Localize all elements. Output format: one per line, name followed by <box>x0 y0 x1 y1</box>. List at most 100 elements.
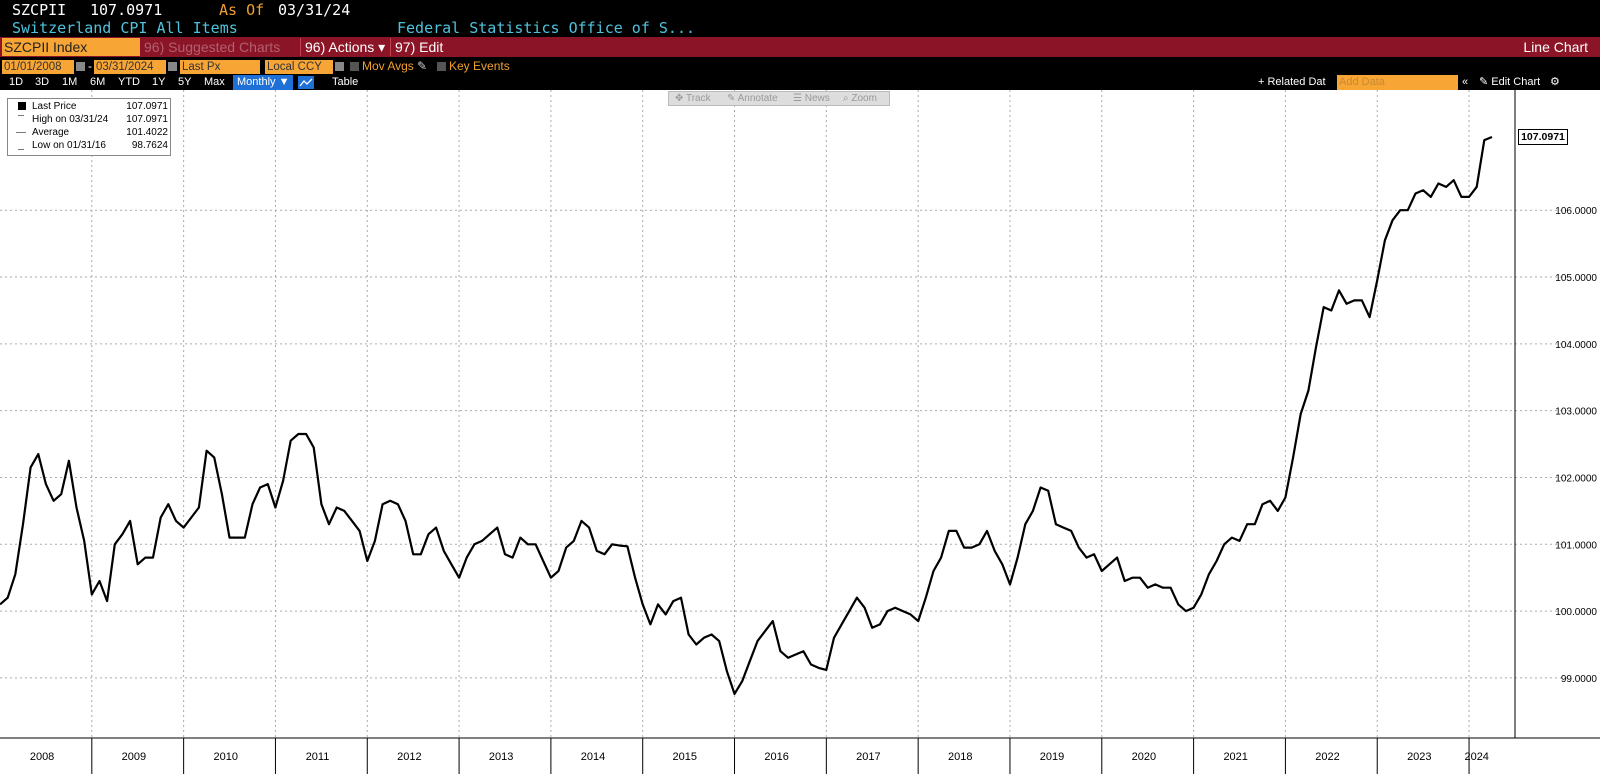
data-source: Federal Statistics Office of S... <box>397 19 696 37</box>
edit-menu[interactable]: 97) Edit ▾ <box>390 38 450 73</box>
chart-legend: Last Price 107.0971 High on 03/31/24 107… <box>7 98 171 156</box>
news-tool[interactable]: ☰ News <box>793 93 830 104</box>
table-button[interactable]: Table <box>332 76 359 88</box>
y-tick-label: 101.0000 <box>1555 540 1597 551</box>
x-tick-label: 2021 <box>1223 751 1247 763</box>
track-label: Track <box>685 93 711 104</box>
index-selector[interactable]: SZCPII Index <box>2 38 140 56</box>
key-events-checkbox[interactable] <box>437 62 446 71</box>
legend-low-label: Low on 01/31/16 <box>32 140 106 151</box>
high-marker-icon <box>18 115 24 124</box>
dropdown-arrow-icon[interactable] <box>335 62 344 71</box>
legend-low[interactable]: Low on 01/31/16 98.7624 <box>8 139 172 152</box>
zoom-label: Zoom <box>851 93 877 104</box>
collapse-icon[interactable]: « <box>1462 76 1469 88</box>
frequency-selector[interactable]: Monthly ▼ <box>233 75 294 90</box>
chart-controls: 01/01/2008 - 03/31/2024 Last Px Local CC… <box>0 58 1600 75</box>
range-button-1m[interactable]: 1M <box>62 76 78 88</box>
suggested-charts-menu[interactable]: 96) Suggested Charts <box>144 39 281 55</box>
range-button-1y[interactable]: 1Y <box>152 76 166 88</box>
range-bar: 1D 3D 1M 6M YTD 1Y 5Y Max Monthly ▼ Tabl… <box>0 75 1600 90</box>
pencil-icon[interactable]: ✎ <box>417 59 428 73</box>
mov-avgs-label[interactable]: Mov Avgs <box>362 59 414 73</box>
edit-chart-label: Edit Chart <box>1491 76 1541 88</box>
gear-icon[interactable]: ⚙ <box>1550 76 1560 88</box>
x-axis: 2008 2009 2010 2011 2012 2013 2014 2015 2016 2017… <box>0 737 1600 774</box>
x-axis-area <box>0 738 1600 774</box>
y-tick-label: 106.0000 <box>1555 206 1597 217</box>
x-tick-label: 2012 <box>397 751 421 763</box>
related-data-button[interactable]: + Related Dat <box>1258 76 1326 88</box>
y-axis-area <box>1568 90 1600 738</box>
legend-high-label: High on 03/31/24 <box>32 114 109 125</box>
range-button-ytd[interactable]: YTD <box>118 76 140 88</box>
annotate-tool[interactable]: ✎ Annotate <box>727 93 778 104</box>
last-price-tag: 107.0971 <box>1518 128 1568 145</box>
legend-average-value: 101.4022 <box>126 127 168 138</box>
end-date-field[interactable]: 03/31/2024 <box>94 60 166 74</box>
currency-selector[interactable]: Local CCY <box>265 60 333 74</box>
as-of-date: 03/31/24 <box>278 1 351 19</box>
field-selector[interactable]: Last Px <box>180 60 260 74</box>
legend-low-value: 98.7624 <box>131 140 168 151</box>
range-button-5y[interactable]: 5Y <box>178 76 192 88</box>
x-tick-label: 2024 <box>1464 751 1488 763</box>
line-chart-icon[interactable] <box>298 76 314 89</box>
line-chart[interactable]: 2008 2009 2010 2011 2012 2013 2014 2015 2016 2017… <box>0 90 1600 774</box>
x-tick-label: 2023 <box>1407 751 1431 763</box>
annotate-label: Annotate <box>737 93 778 104</box>
x-tick-label: 2010 <box>213 751 237 763</box>
legend-high[interactable]: High on 03/31/24 107.0971 <box>8 113 172 126</box>
plot-area[interactable] <box>0 90 1568 738</box>
as-of-label: As Of <box>219 1 265 19</box>
x-tick-label: 2014 <box>581 751 605 763</box>
actions-menu[interactable]: 96) Actions ▾ <box>300 38 388 56</box>
ticker-symbol: SZCPII <box>12 1 67 19</box>
y-tick-label: 102.0000 <box>1555 473 1597 484</box>
y-tick-label: 105.0000 <box>1555 273 1597 284</box>
legend-last-price-value: 107.0971 <box>126 101 168 112</box>
range-button-6m[interactable]: 6M <box>90 76 106 88</box>
legend-average-label: Average <box>32 127 70 138</box>
add-data-input[interactable]: Add Data <box>1337 75 1458 90</box>
range-button-max[interactable]: Max <box>204 76 225 88</box>
legend-last-price-label: Last Price <box>32 101 77 112</box>
range-button-3d[interactable]: 3D <box>35 76 50 88</box>
x-tick-label: 2009 <box>122 751 146 763</box>
x-tick-label: 2022 <box>1315 751 1339 763</box>
plot-tools: ✥ Track ✎ Annotate ☰ News ⌕ Zoom <box>668 91 890 106</box>
legend-last-price[interactable]: Last Price 107.0971 <box>8 100 172 113</box>
calendar-icon[interactable] <box>76 62 85 71</box>
legend-average[interactable]: Average 101.4022 <box>8 126 172 139</box>
x-tick-label: 2008 <box>30 751 54 763</box>
last-value: 107.0971 <box>90 1 163 19</box>
command-bar: SZCPII Index 96) Suggested Charts 96) Ac… <box>0 37 1600 73</box>
x-tick-label: 2017 <box>856 751 880 763</box>
date-separator: - <box>88 59 92 73</box>
x-tick-label: 2019 <box>1040 751 1064 763</box>
x-tick-label: 2016 <box>764 751 788 763</box>
y-tick-label: 103.0000 <box>1555 407 1597 418</box>
low-marker-icon <box>18 141 24 150</box>
x-tick-label: 2015 <box>673 751 697 763</box>
mov-avgs-checkbox[interactable] <box>350 62 359 71</box>
track-tool[interactable]: ✥ Track <box>675 93 711 104</box>
legend-high-value: 107.0971 <box>126 114 168 125</box>
key-events-label[interactable]: Key Events <box>449 59 510 73</box>
series-line-last-price <box>0 135 1493 695</box>
x-tick-label: 2011 <box>306 751 330 763</box>
start-date-field[interactable]: 01/01/2008 <box>2 60 74 74</box>
y-axis: 99.0000 100.0000 101.0000 102.0000 103.0000 1… <box>1514 90 1597 738</box>
y-tick-label: 104.0000 <box>1555 340 1597 351</box>
security-name: Switzerland CPI All Items <box>12 19 238 37</box>
average-marker-icon <box>16 132 26 133</box>
calendar-icon[interactable] <box>168 62 177 71</box>
edit-chart-button[interactable]: ✎ Edit Chart <box>1479 76 1541 88</box>
security-header: SZCPII 107.0971 As Of 03/31/24 Switzerla… <box>0 0 1600 37</box>
chart-type-label: Line Chart <box>1523 39 1588 55</box>
x-tick-label: 2018 <box>948 751 972 763</box>
range-button-1d[interactable]: 1D <box>9 76 24 88</box>
zoom-tool[interactable]: ⌕ Zoom <box>843 93 877 104</box>
x-tick-label: 2020 <box>1132 751 1156 763</box>
grid-lines <box>0 90 1568 738</box>
